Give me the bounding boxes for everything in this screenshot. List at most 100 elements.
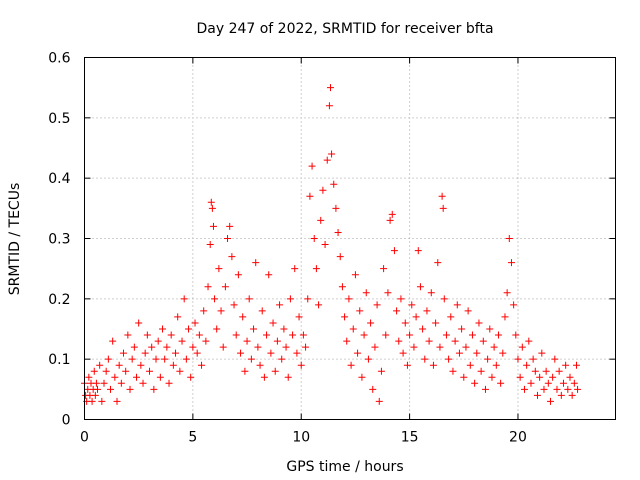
data-point [499,349,507,357]
data-point [412,313,420,321]
data-point [451,337,459,345]
data-point [486,325,494,333]
data-point [198,361,206,369]
data-point [395,337,403,345]
x-tick-label: 15 [401,430,419,446]
data-point [208,204,216,212]
data-point [523,361,531,369]
data-point [263,331,271,339]
data-point [343,337,351,345]
data-point [282,343,290,351]
data-point [507,259,515,267]
data-point [512,331,520,339]
data-point [156,373,164,381]
data-point [338,283,346,291]
data-point [98,397,106,405]
data-point [187,373,195,381]
data-point [345,295,353,303]
x-axis-label: GPS time / hours [286,459,403,475]
x-tick-label: 0 [80,430,89,446]
data-point [232,331,240,339]
data-point [120,349,128,357]
data-point [315,301,323,309]
data-point [107,385,115,393]
data-point [574,385,582,393]
data-point [117,379,125,387]
data-point [202,337,210,345]
x-tick-label: 10 [292,430,310,446]
data-point [570,379,578,387]
data-point [252,259,260,267]
data-point [551,355,559,363]
data-point [92,379,100,387]
data-point [542,367,550,375]
data-point [195,331,203,339]
x-tick-label: 5 [188,430,197,446]
data-point [178,337,186,345]
data-point [126,385,134,393]
data-point [254,343,262,351]
data-point [384,289,392,297]
data-point [529,355,537,363]
data-point [204,283,212,291]
data-point [516,373,524,381]
data-point [369,385,377,393]
data-point [226,222,234,230]
x-tick-labels: 0 5 10 15 20 [80,430,527,446]
data-point [501,313,509,321]
data-point [488,373,496,381]
data-point [458,325,466,333]
data-point [525,337,533,345]
data-point [447,313,455,321]
y-tick-label: 0.2 [48,292,70,308]
data-point [113,397,121,405]
data-point [481,385,489,393]
data-point [403,361,411,369]
data-point [141,349,149,357]
data-point [176,367,184,375]
data-point [256,361,264,369]
data-point [128,355,136,363]
data-point [531,367,539,375]
y-tick-label: 0.5 [48,111,70,127]
data-point [174,313,182,321]
data-point [436,343,444,351]
data-point [527,379,535,387]
y-tick-labels: 0 0.1 0.2 0.3 0.4 0.5 0.6 [48,51,70,429]
data-point [479,337,487,345]
data-point [193,349,201,357]
data-point [165,379,173,387]
data-point [267,349,275,357]
data-point [466,361,474,369]
data-point [505,235,513,242]
data-point [425,337,433,345]
data-point [453,301,461,309]
data-point [159,325,167,333]
y-tick-label: 0.6 [48,51,70,67]
data-point [460,373,468,381]
data-point [533,391,541,399]
data-point [111,373,119,381]
data-point [432,319,440,327]
data-point [172,349,180,357]
data-point [373,301,381,309]
data-point [449,367,457,375]
data-point [265,271,273,279]
data-point [293,349,301,357]
data-point [130,343,138,351]
data-point [245,295,253,303]
data-point [468,331,476,339]
data-point [299,331,307,339]
data-point [278,355,286,363]
data-point [304,295,312,303]
data-point [544,379,552,387]
data-point [319,186,327,194]
data-point [520,385,528,393]
data-point [90,367,98,375]
data-points [81,84,582,405]
data-point [206,241,214,249]
data-point [566,373,574,381]
data-point [100,379,108,387]
data-point [540,385,548,393]
data-point [328,150,336,158]
